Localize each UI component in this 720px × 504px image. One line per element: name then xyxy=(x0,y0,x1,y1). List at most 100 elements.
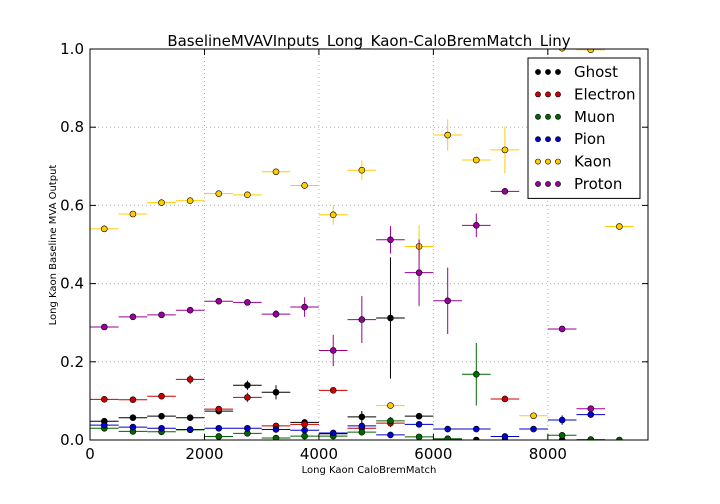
data-point xyxy=(329,347,337,354)
data-point xyxy=(158,311,165,319)
data-point xyxy=(301,432,308,440)
legend-marker xyxy=(535,181,541,187)
data-point xyxy=(158,199,165,206)
data-point xyxy=(272,426,280,433)
data-point xyxy=(387,402,394,409)
data-point xyxy=(158,424,165,432)
data-point xyxy=(215,190,223,197)
y-tick-label: 0.4 xyxy=(60,275,84,293)
data-point xyxy=(358,428,366,436)
data-point xyxy=(272,310,280,318)
data-point xyxy=(616,223,623,230)
legend-box xyxy=(527,57,641,199)
data-point xyxy=(329,429,337,437)
y-tick-label: 0.8 xyxy=(60,118,84,136)
plot-frame xyxy=(89,48,649,441)
data-point xyxy=(301,426,308,434)
legend-marker xyxy=(535,91,541,98)
data-point xyxy=(186,426,194,433)
data-point xyxy=(444,425,451,433)
data-point xyxy=(215,433,223,440)
legend-label: Kaon xyxy=(574,153,611,171)
data-point xyxy=(473,371,480,378)
legend-marker xyxy=(545,113,551,120)
data-point xyxy=(501,395,509,403)
legend: Ghost Electron Muon Pion Kaon Proton xyxy=(527,57,641,199)
data-point xyxy=(415,433,423,440)
data-point xyxy=(329,387,337,394)
data-point xyxy=(158,392,165,400)
data-point xyxy=(129,423,137,431)
data-point xyxy=(272,168,280,176)
data-point xyxy=(186,197,194,205)
data-point xyxy=(415,269,423,276)
data-point xyxy=(530,425,537,433)
series-pion xyxy=(90,411,606,440)
data-point xyxy=(101,396,108,403)
data-point xyxy=(101,421,108,429)
legend-label: Pion xyxy=(574,130,606,148)
legend-marker xyxy=(545,136,551,143)
legend-marker xyxy=(555,158,561,165)
data-point xyxy=(244,394,251,401)
data-point xyxy=(501,433,509,440)
data-point xyxy=(558,49,566,52)
y-tick-label: 0.2 xyxy=(60,353,84,371)
y-tick-label: 1.0 xyxy=(60,40,84,58)
y-tick-label: 0.0 xyxy=(60,431,84,449)
legend-marker xyxy=(535,136,541,143)
legend-marker xyxy=(545,181,551,187)
data-point xyxy=(387,314,394,322)
series-kaon xyxy=(90,49,634,420)
data-point xyxy=(473,222,480,229)
data-point xyxy=(186,414,194,422)
data-point xyxy=(129,414,137,422)
data-point xyxy=(215,424,223,432)
data-point xyxy=(244,424,251,432)
y-tick-label: 0.6 xyxy=(60,196,84,214)
data-point xyxy=(501,146,509,154)
data-point xyxy=(158,412,165,420)
legend-marker xyxy=(555,113,561,120)
data-point xyxy=(272,388,280,396)
x-tick-label: 0 xyxy=(85,445,95,463)
data-point xyxy=(387,236,394,244)
legend-marker xyxy=(545,158,551,165)
data-point xyxy=(444,131,451,139)
legend-marker xyxy=(555,181,561,187)
data-point xyxy=(358,166,366,174)
series-proton xyxy=(90,188,606,413)
data-point xyxy=(501,188,509,195)
data-point xyxy=(101,225,108,233)
chart-title: BaselineMVAVInputs_Long_Kaon-CaloBremMat… xyxy=(167,32,570,51)
data-point xyxy=(616,436,623,440)
data-point xyxy=(415,421,423,428)
legend-label: Proton xyxy=(574,175,622,193)
x-axis-label: Long Kaon CaloBremMatch xyxy=(302,465,437,476)
data-point xyxy=(387,431,394,439)
data-point xyxy=(101,323,108,331)
x-tick-label: 2000 xyxy=(185,445,223,463)
data-point xyxy=(358,413,366,421)
data-point xyxy=(129,396,137,404)
data-point xyxy=(301,421,308,428)
data-point xyxy=(272,434,280,440)
data-point xyxy=(215,297,223,305)
legend-marker xyxy=(535,69,541,75)
data-point xyxy=(530,412,537,420)
x-tick-label: 4000 xyxy=(300,445,338,463)
legend-marker xyxy=(535,113,541,120)
data-point xyxy=(301,182,308,189)
data-point xyxy=(329,211,337,219)
legend-marker xyxy=(555,91,561,98)
data-point xyxy=(558,432,566,439)
data-point xyxy=(301,303,308,311)
legend-label: Ghost xyxy=(574,63,618,81)
data-point xyxy=(129,210,137,218)
axis-ticks: 0 2000 4000 6000 8000 0.0 0.2 0.4 0.6 0.8 1.0 xyxy=(60,40,648,463)
data-point xyxy=(129,313,137,321)
data-point xyxy=(473,425,480,433)
data-point xyxy=(473,436,480,440)
data-point xyxy=(587,405,595,413)
